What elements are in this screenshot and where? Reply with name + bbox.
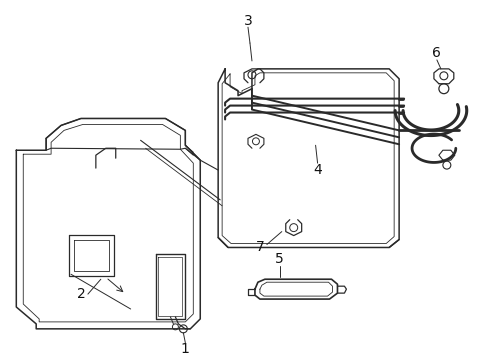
Text: 7: 7 <box>256 240 264 255</box>
Text: 6: 6 <box>433 46 441 60</box>
Text: 2: 2 <box>76 287 85 301</box>
Text: 5: 5 <box>275 252 284 266</box>
Text: 1: 1 <box>181 342 190 356</box>
Text: 4: 4 <box>313 163 322 177</box>
Text: 3: 3 <box>244 14 252 28</box>
